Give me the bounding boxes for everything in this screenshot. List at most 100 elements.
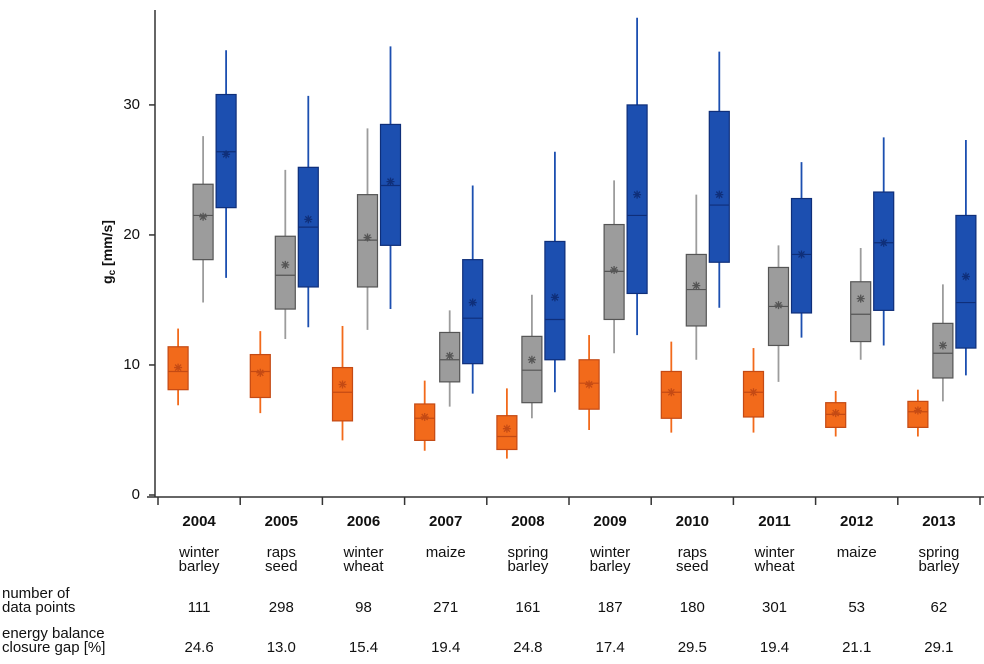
- data-points: 298: [269, 599, 294, 616]
- mean-marker: [550, 293, 559, 302]
- year-label: 2012: [840, 513, 873, 530]
- mean-marker: [667, 388, 676, 397]
- mean-marker: [363, 233, 372, 242]
- data-points: 301: [762, 599, 787, 616]
- crop-label: seed: [676, 558, 709, 575]
- mean-marker: [938, 341, 947, 350]
- row-label: energy balance: [2, 625, 105, 642]
- closure-gap: 19.4: [760, 639, 789, 656]
- crop-label: wheat: [342, 558, 384, 575]
- mean-marker: [281, 260, 290, 269]
- mean-marker: [633, 190, 642, 199]
- closure-gap: 24.6: [184, 639, 213, 656]
- data-points: 98: [355, 599, 372, 616]
- mean-marker: [913, 406, 922, 415]
- closure-gap: 29.1: [924, 639, 953, 656]
- closure-gap: 19.4: [431, 639, 460, 656]
- mean-marker: [774, 301, 783, 310]
- y-tick-label: 20: [123, 226, 140, 243]
- mean-marker: [961, 272, 970, 281]
- year-label: 2007: [429, 513, 462, 530]
- y-axis-label: gc [mm/s]: [99, 220, 118, 284]
- crop-label: maize: [426, 544, 466, 561]
- data-points: 111: [188, 599, 211, 616]
- mean-marker: [222, 150, 231, 159]
- data-points: 62: [931, 599, 948, 616]
- crop-label: barley: [918, 558, 959, 575]
- crop-label: wheat: [753, 558, 795, 575]
- mean-marker: [692, 281, 701, 290]
- y-tick-label: 0: [132, 486, 140, 503]
- box: [708, 110, 730, 263]
- box: [955, 214, 977, 349]
- crop-label: raps: [267, 544, 296, 561]
- mean-marker: [797, 250, 806, 259]
- box: [521, 335, 543, 404]
- mean-marker: [338, 380, 347, 389]
- year-label: 2008: [511, 513, 544, 530]
- row-label: number of: [2, 585, 70, 602]
- year-label: 2010: [676, 513, 709, 530]
- mean-marker: [386, 177, 395, 186]
- mean-marker: [445, 351, 454, 360]
- data-points: 53: [848, 599, 865, 616]
- data-points: 180: [680, 599, 705, 616]
- crop-label: winter: [342, 544, 383, 561]
- mean-marker: [199, 212, 208, 221]
- crop-label: barley: [179, 558, 220, 575]
- box: [685, 253, 707, 327]
- box: [626, 104, 648, 295]
- year-label: 2013: [922, 513, 955, 530]
- data-points: 161: [515, 599, 540, 616]
- year-label: 2005: [265, 513, 298, 530]
- crop-label: raps: [678, 544, 707, 561]
- crop-label: barley: [507, 558, 548, 575]
- closure-gap: 24.8: [513, 639, 542, 656]
- crop-label: spring: [918, 544, 959, 561]
- mean-marker: [256, 368, 265, 377]
- crop-label: winter: [589, 544, 630, 561]
- closure-gap: 29.5: [678, 639, 707, 656]
- mean-marker: [585, 380, 594, 389]
- y-label-rest: [mm/s]: [99, 220, 115, 266]
- box: [331, 366, 354, 422]
- mean-marker: [420, 412, 429, 421]
- year-label: 2006: [347, 513, 380, 530]
- mean-marker: [856, 294, 865, 303]
- year-label: 2011: [758, 513, 791, 530]
- mean-marker: [879, 238, 888, 247]
- crop-label: winter: [178, 544, 219, 561]
- box: [414, 403, 436, 441]
- year-label: 2009: [593, 513, 626, 530]
- closure-gap: 15.4: [349, 639, 378, 656]
- mean-marker: [174, 363, 183, 372]
- crop-label: winter: [753, 544, 794, 561]
- data-points: 187: [598, 599, 623, 616]
- box: [873, 191, 895, 311]
- box: [192, 183, 214, 261]
- closure-gap: 21.1: [842, 639, 871, 656]
- closure-gap: 17.4: [595, 639, 624, 656]
- crop-label: maize: [837, 544, 877, 561]
- row-label: data points: [2, 599, 75, 616]
- mean-marker: [749, 388, 758, 397]
- box: [274, 235, 296, 310]
- y-tick-label: 30: [123, 96, 140, 113]
- mean-marker: [715, 190, 724, 199]
- y-label-main: g: [99, 275, 115, 284]
- box: [462, 259, 484, 365]
- y-label-sub: c: [107, 269, 118, 275]
- y-tick-label: 10: [123, 356, 140, 373]
- mean-marker: [502, 424, 511, 433]
- mean-marker: [304, 215, 313, 224]
- crop-label: barley: [590, 558, 631, 575]
- crop-label: spring: [507, 544, 548, 561]
- crop-label: seed: [265, 558, 298, 575]
- year-label: 2004: [182, 513, 216, 530]
- row-label: closure gap [%]: [2, 639, 105, 656]
- mean-marker: [610, 266, 619, 275]
- data-points: 271: [433, 599, 458, 616]
- box: [850, 281, 872, 343]
- box: [932, 322, 954, 379]
